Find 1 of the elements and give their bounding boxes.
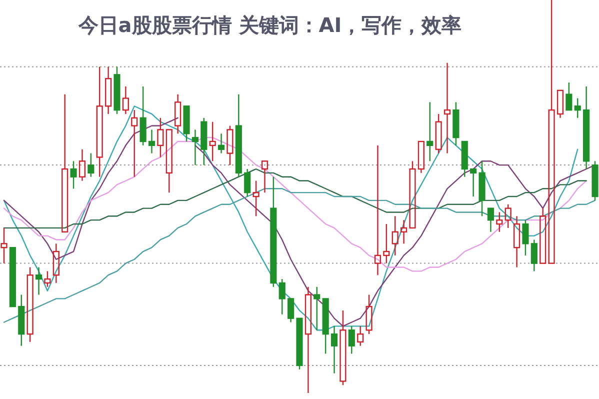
title: 今日a股股票行情 关键词：AI，写作，效率 — [78, 13, 462, 37]
